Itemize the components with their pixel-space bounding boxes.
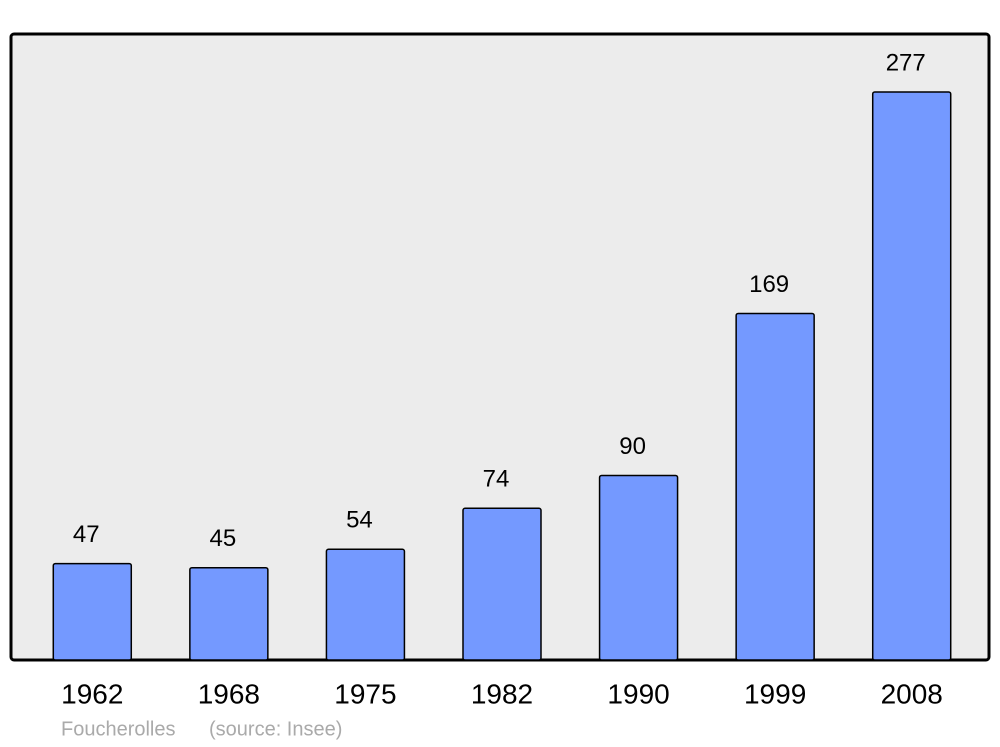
bar <box>462 507 542 661</box>
x-tick-label: 1990 <box>607 678 669 709</box>
bar <box>735 312 815 661</box>
bar <box>325 548 406 661</box>
source: (source: Insee) <box>209 718 342 740</box>
bar <box>871 91 952 661</box>
value-label: 45 <box>210 525 237 552</box>
x-tick-label: 1962 <box>61 678 123 709</box>
value-label: 90 <box>619 433 646 460</box>
x-tick-label: 2008 <box>881 678 943 709</box>
bar <box>598 474 679 661</box>
x-tick-label: 1982 <box>471 678 533 709</box>
caption: Foucherolles <box>61 718 176 740</box>
x-tick-label: 1975 <box>334 678 396 709</box>
x-tick-label: 1999 <box>744 678 806 709</box>
value-label: 54 <box>346 507 373 534</box>
bar <box>52 562 133 661</box>
value-label: 277 <box>886 49 926 76</box>
bar <box>189 566 269 661</box>
x-tick-label: 1968 <box>198 678 260 709</box>
value-label: 74 <box>483 466 510 493</box>
value-label: 47 <box>73 521 100 548</box>
value-label: 169 <box>749 271 789 298</box>
